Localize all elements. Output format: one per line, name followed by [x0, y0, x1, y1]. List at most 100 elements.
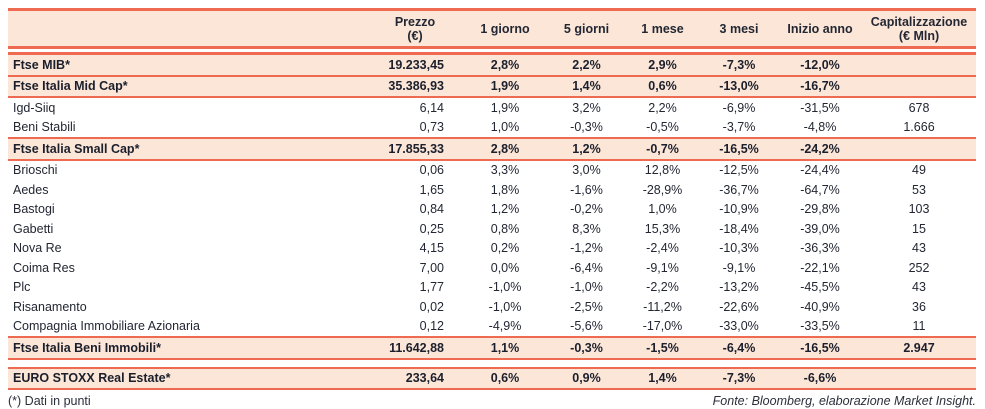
column-header-d1: 1 giorno — [462, 22, 548, 36]
row-label: Ftse Italia Small Cap* — [13, 141, 140, 156]
cell-d5: -1,6% — [570, 182, 603, 197]
row-label: Risanamento — [13, 299, 87, 314]
column-header-label: Capitalizzazione — [870, 14, 968, 29]
cell-d1: 1,9% — [490, 79, 520, 94]
cell-m3: -13,2% — [719, 280, 759, 295]
table-row: Ftse Italia Mid Cap* 35.386,93 1,9% 1,4% 0,6… — [8, 76, 976, 98]
cell-m3: -6,9% — [722, 100, 756, 115]
table-body: Ftse MIB* 19.233,45 2,8% 2,2% 2,9% -7,3% -12,0… — [8, 55, 976, 390]
cell-inizio: -45,5% — [800, 280, 840, 295]
cell-cap: 252 — [908, 260, 930, 275]
row-label: EURO STOXX Real Estate* — [13, 371, 171, 386]
table-footer: (*) Dati in punti Fonte: Bloomberg, elab… — [8, 390, 976, 408]
cell-d5: -2,5% — [570, 299, 603, 314]
cell-m1: 12,8% — [644, 163, 681, 178]
cell-d1: 0,8% — [490, 221, 520, 236]
row-label: Plc — [13, 280, 31, 295]
cell-d5: 3,0% — [572, 163, 601, 178]
cell-prezzo: 1,65 — [419, 182, 444, 197]
cell-d5: -5,6% — [570, 319, 603, 334]
cell-inizio: -4,8% — [803, 120, 837, 135]
column-header-label: 3 mesi — [719, 21, 759, 36]
cell-m1: 1,0% — [648, 202, 677, 217]
cell-inizio: -24,2% — [800, 141, 840, 156]
cell-m1: -2,4% — [646, 241, 679, 256]
cell-inizio: -16,5% — [800, 340, 840, 355]
column-header-subline: (€ Mln) — [898, 28, 940, 43]
row-label: Coima Res — [13, 260, 75, 275]
row-label: Beni Stabili — [13, 120, 76, 135]
cell-inizio: -40,9% — [800, 299, 840, 314]
cell-d1: -1,0% — [488, 280, 522, 295]
cell-prezzo: 6,14 — [419, 100, 444, 115]
cell-cap: 43 — [912, 241, 926, 256]
cell-m1: 15,3% — [644, 221, 681, 236]
cell-inizio: -22,1% — [800, 260, 840, 275]
section-gap — [8, 359, 976, 367]
cell-cap: 49 — [912, 163, 926, 178]
column-header-label: Inizio anno — [787, 21, 853, 36]
cell-d1: -1,0% — [488, 299, 522, 314]
cell-m3: -12,5% — [719, 163, 759, 178]
cell-cap: 15 — [912, 221, 926, 236]
footnote: (*) Dati in punti — [8, 394, 91, 408]
table-row: Plc 1,77 -1,0% -1,0% -2,2% -13,2% -45,5% 43 — [8, 278, 976, 298]
cell-d5: -0,3% — [570, 340, 603, 355]
cell-d1: -4,9% — [488, 319, 522, 334]
table-row: Ftse Italia Beni Immobili* 11.642,88 1,1% -… — [8, 336, 976, 360]
cell-d5: 1,4% — [572, 79, 601, 94]
table-row: Igd-Siiq 6,14 1,9% 3,2% 2,2% -6,9% -31,5% 678 — [8, 98, 976, 118]
table-row: Risanamento 0,02 -1,0% -2,5% -11,2% -22,6% -40… — [8, 297, 976, 317]
cell-m1: -11,2% — [643, 299, 682, 314]
cell-m1: -1,5% — [646, 340, 679, 355]
cell-m3: -6,4% — [722, 340, 756, 355]
cell-m3: -33,0% — [719, 319, 759, 334]
row-label: Compagnia Immobiliare Azionaria — [13, 319, 200, 334]
cell-m3: -10,9% — [719, 202, 759, 217]
cell-d5: -0,2% — [570, 202, 603, 217]
cell-prezzo: 35.386,93 — [388, 79, 444, 94]
column-header-label: 1 mese — [641, 21, 684, 36]
column-header-m1: 1 mese — [625, 22, 700, 36]
table-row: Coima Res 7,00 0,0% -6,4% -9,1% -9,1% -22,1% 25… — [8, 258, 976, 278]
cell-d1: 1,2% — [490, 202, 520, 217]
cell-prezzo: 0,06 — [419, 163, 444, 178]
row-label: Ftse MIB* — [13, 57, 70, 72]
cell-cap: 678 — [908, 100, 930, 115]
cell-inizio: -29,8% — [800, 202, 840, 217]
cell-m3: -3,7% — [722, 120, 756, 135]
cell-d1: 2,8% — [490, 141, 520, 156]
cell-m3: -9,1% — [722, 260, 756, 275]
row-label: Nova Re — [13, 241, 62, 256]
cell-m3: -7,3% — [722, 57, 756, 72]
column-header-d5: 5 giorni — [548, 22, 625, 36]
cell-m1: 1,4% — [648, 371, 677, 386]
cell-inizio: -24,4% — [800, 163, 840, 178]
column-header-inizio: Inizio anno — [778, 22, 862, 36]
cell-d1: 3,3% — [490, 163, 520, 178]
cell-inizio: -12,0% — [800, 57, 840, 72]
cell-m1: 2,9% — [648, 57, 677, 72]
column-header-prezzo: Prezzo (€) — [368, 15, 462, 43]
table-row: Compagnia Immobiliare Azionaria 0,12 -4,9%… — [8, 317, 976, 337]
cell-m1: 2,2% — [648, 100, 677, 115]
table-header-row: Prezzo (€) 1 giorno 5 giorni 1 mese 3 mesi Ini… — [8, 8, 976, 46]
cell-prezzo: 0,73 — [419, 120, 444, 135]
cell-prezzo: 0,84 — [419, 202, 444, 217]
row-label: Ftse Italia Beni Immobili* — [13, 340, 161, 355]
cell-d5: 3,2% — [572, 100, 601, 115]
cell-m3: -22,6% — [719, 299, 759, 314]
cell-inizio: -6,6% — [803, 371, 837, 386]
cell-prezzo: 17.855,33 — [388, 141, 444, 156]
cell-inizio: -31,5% — [800, 100, 840, 115]
column-header-label: Prezzo — [394, 14, 436, 29]
row-label: Brioschi — [13, 163, 58, 178]
cell-inizio: -33,5% — [800, 319, 840, 334]
cell-d1: 1,9% — [490, 100, 520, 115]
table-row: Beni Stabili 0,73 1,0% -0,3% -0,5% -3,7% -4,8%… — [8, 118, 976, 138]
cell-cap: 2.947 — [903, 340, 935, 355]
cell-cap: 43 — [912, 280, 926, 295]
cell-d5: 2,2% — [572, 57, 601, 72]
cell-m1: -9,1% — [646, 260, 679, 275]
